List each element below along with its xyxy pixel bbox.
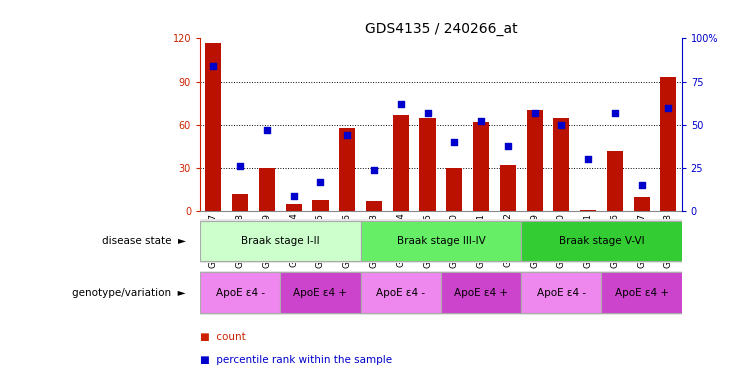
Bar: [660, 77, 677, 211]
Point: [288, 193, 299, 199]
Point: [582, 156, 594, 162]
Bar: [259, 168, 275, 211]
Title: GDS4135 / 240266_at: GDS4135 / 240266_at: [365, 22, 517, 36]
Bar: [527, 111, 542, 211]
Point: [422, 109, 433, 116]
Text: ■  count: ■ count: [200, 332, 246, 342]
Point: [368, 167, 380, 173]
Text: ApoE ε4 +: ApoE ε4 +: [614, 288, 668, 298]
Bar: [339, 127, 355, 211]
Bar: [393, 115, 409, 211]
Bar: [205, 43, 222, 211]
Point: [207, 63, 219, 69]
Point: [636, 182, 648, 188]
Bar: [361, 221, 521, 261]
Bar: [232, 194, 248, 211]
Text: Braak stage I-II: Braak stage I-II: [241, 236, 319, 246]
Bar: [313, 200, 328, 211]
Bar: [521, 273, 602, 313]
Bar: [419, 118, 436, 211]
Point: [609, 109, 621, 116]
Bar: [361, 273, 441, 313]
Text: genotype/variation  ►: genotype/variation ►: [72, 288, 185, 298]
Bar: [473, 122, 489, 211]
Bar: [200, 221, 361, 261]
Point: [234, 163, 246, 169]
Bar: [286, 204, 302, 211]
Point: [528, 109, 540, 116]
Bar: [200, 273, 280, 313]
Bar: [580, 210, 596, 211]
Text: Braak stage III-IV: Braak stage III-IV: [396, 236, 485, 246]
Bar: [634, 197, 650, 211]
Bar: [280, 273, 361, 313]
Bar: [602, 273, 682, 313]
Text: ApoE ε4 -: ApoE ε4 -: [376, 288, 425, 298]
Text: ApoE ε4 +: ApoE ε4 +: [293, 288, 348, 298]
Bar: [607, 151, 623, 211]
Point: [555, 122, 567, 128]
Point: [662, 104, 674, 111]
Bar: [446, 168, 462, 211]
Point: [314, 179, 326, 185]
Point: [448, 139, 460, 145]
Text: ApoE ε4 -: ApoE ε4 -: [536, 288, 586, 298]
Bar: [554, 118, 569, 211]
Bar: [499, 165, 516, 211]
Point: [342, 132, 353, 138]
Point: [261, 127, 273, 133]
Text: ApoE ε4 -: ApoE ε4 -: [216, 288, 265, 298]
Text: ApoE ε4 +: ApoE ε4 +: [454, 288, 508, 298]
Point: [395, 101, 407, 107]
Point: [502, 142, 514, 149]
Text: ■  percentile rank within the sample: ■ percentile rank within the sample: [200, 355, 392, 365]
Point: [475, 118, 487, 124]
Text: Braak stage V-VI: Braak stage V-VI: [559, 236, 644, 246]
Bar: [366, 201, 382, 211]
Text: disease state  ►: disease state ►: [102, 236, 185, 246]
Bar: [521, 221, 682, 261]
Bar: [441, 273, 521, 313]
